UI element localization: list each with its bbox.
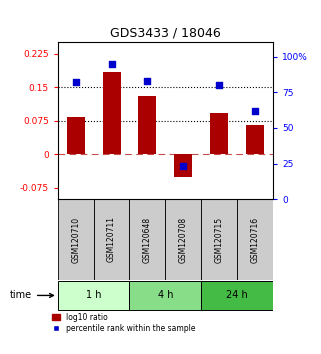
Point — [73, 80, 78, 85]
FancyBboxPatch shape — [165, 199, 201, 280]
FancyBboxPatch shape — [58, 199, 94, 280]
Text: GSM120716: GSM120716 — [250, 216, 259, 263]
Point — [216, 82, 221, 88]
Point — [109, 61, 114, 67]
Title: GDS3433 / 18046: GDS3433 / 18046 — [110, 27, 221, 40]
Legend: log10 ratio, percentile rank within the sample: log10 ratio, percentile rank within the … — [51, 311, 197, 335]
Point — [252, 108, 257, 114]
Text: 24 h: 24 h — [226, 290, 248, 300]
Text: time: time — [10, 290, 54, 301]
Text: GSM120708: GSM120708 — [179, 216, 188, 263]
FancyBboxPatch shape — [237, 199, 273, 280]
Bar — [103, 72, 120, 154]
FancyBboxPatch shape — [201, 281, 273, 309]
Text: 1 h: 1 h — [86, 290, 101, 300]
Text: 4 h: 4 h — [158, 290, 173, 300]
Text: GSM120711: GSM120711 — [107, 216, 116, 262]
Bar — [210, 113, 228, 154]
Bar — [246, 125, 264, 154]
Point — [145, 78, 150, 84]
FancyBboxPatch shape — [94, 199, 129, 280]
Point — [181, 164, 186, 169]
Text: GSM120648: GSM120648 — [143, 216, 152, 263]
FancyBboxPatch shape — [201, 199, 237, 280]
Bar — [174, 154, 192, 177]
Bar — [138, 96, 156, 154]
Text: GSM120710: GSM120710 — [71, 216, 80, 263]
Text: GSM120715: GSM120715 — [214, 216, 224, 263]
FancyBboxPatch shape — [58, 281, 129, 309]
Bar — [67, 117, 85, 154]
FancyBboxPatch shape — [129, 199, 165, 280]
FancyBboxPatch shape — [129, 281, 201, 309]
